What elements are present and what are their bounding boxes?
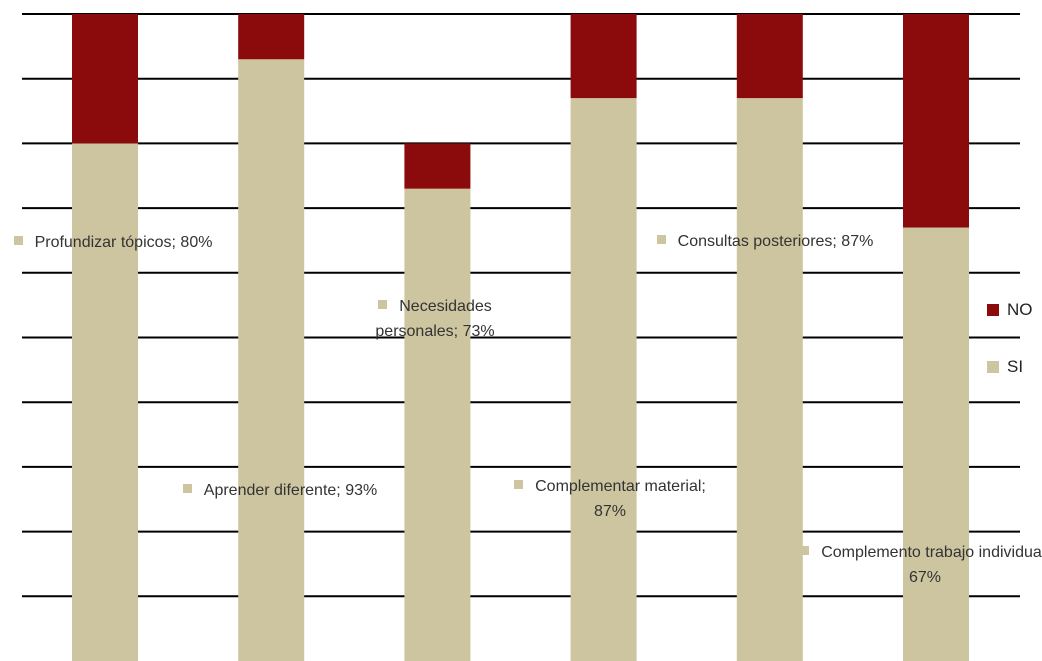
legend-item: NO: [987, 300, 1033, 320]
bar-segment: [72, 14, 138, 144]
bar-segment: [238, 14, 305, 60]
data-label-text: Necesidades personales; 73%: [375, 298, 495, 340]
data-label: Profundizar tópicos; 80%: [8, 230, 218, 255]
bar-segment: [570, 98, 637, 661]
bar-segment: [903, 227, 969, 661]
data-label-marker: [800, 546, 810, 555]
legend-label: SI: [1007, 357, 1024, 376]
data-label: Complementar material; 87%: [500, 474, 720, 524]
data-label: Consultas posteriores; 87%: [640, 229, 890, 254]
data-label-marker: [378, 300, 388, 309]
bar-segment: [903, 14, 969, 228]
bar-segment: [736, 14, 803, 99]
legend-label: NO: [1007, 300, 1033, 319]
data-label: Aprender diferente; 93%: [160, 478, 400, 503]
legend-item: SI: [987, 357, 1023, 377]
data-label-marker: [656, 235, 666, 244]
legend-swatch: [987, 361, 999, 373]
data-label: Complemento trabajo individual; 67%: [800, 540, 1042, 590]
bar-segment: [570, 14, 637, 99]
data-label-marker: [514, 480, 524, 489]
legend-swatch: [987, 304, 999, 316]
data-label-marker: [13, 236, 23, 245]
bar-segment: [404, 188, 471, 661]
data-label-text: Profundizar tópicos; 80%: [34, 234, 213, 251]
data-label: Necesidades personales; 73%: [340, 294, 530, 344]
bar-segment: [404, 143, 471, 189]
bar-segment: [238, 59, 305, 661]
data-label-text: Aprender diferente; 93%: [203, 482, 378, 499]
bar-segment: [72, 143, 138, 661]
data-label-text: Complementar material; 87%: [535, 478, 706, 520]
data-label-marker: [182, 484, 192, 493]
data-label-text: Complemento trabajo individual; 67%: [821, 544, 1042, 586]
data-label-text: Consultas posteriores; 87%: [677, 233, 874, 250]
bar-segment: [736, 98, 803, 661]
